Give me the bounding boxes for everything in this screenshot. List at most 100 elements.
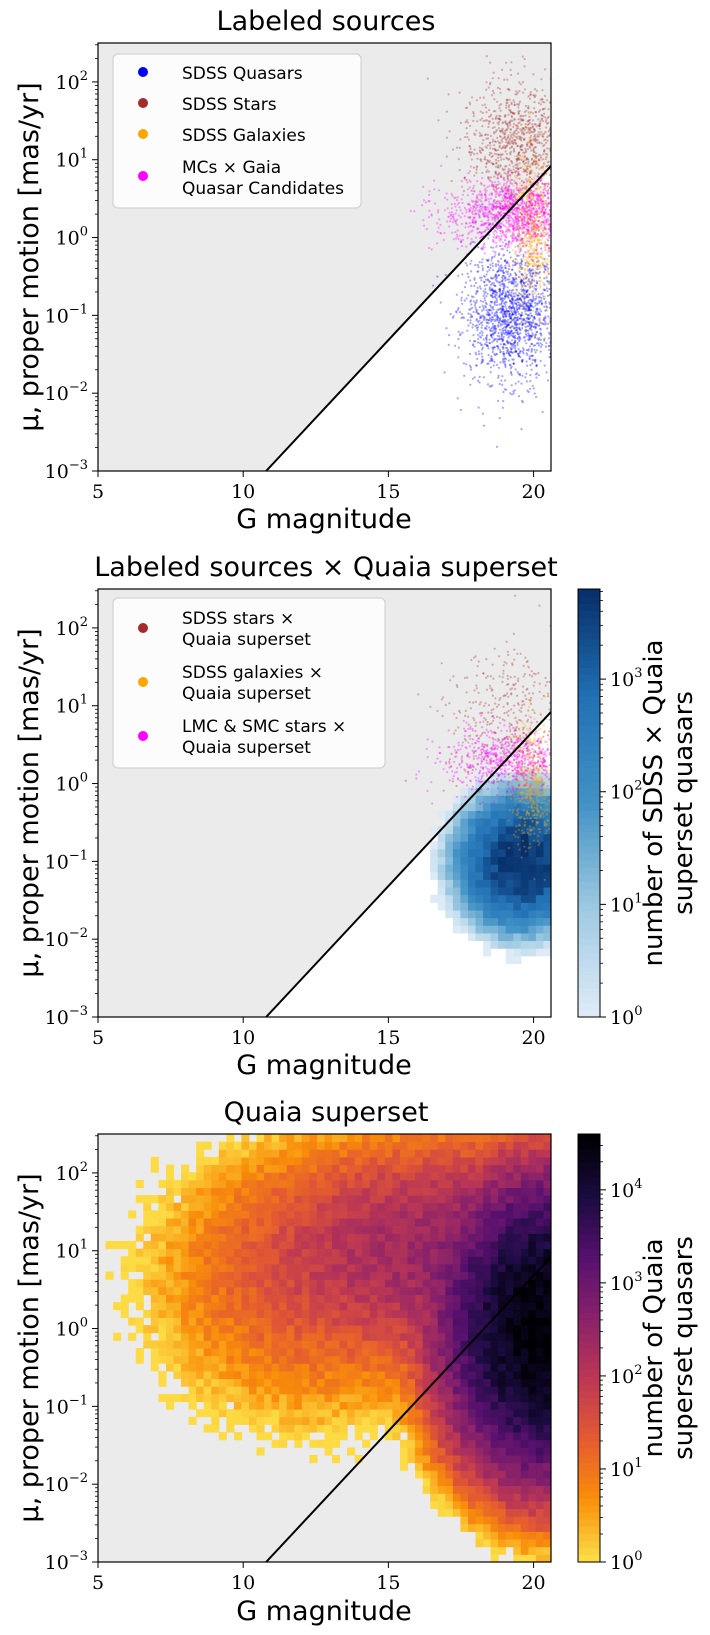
data-point bbox=[483, 184, 486, 187]
data-point bbox=[545, 305, 548, 308]
data-point bbox=[469, 368, 473, 371]
data-point bbox=[512, 141, 515, 144]
data-point bbox=[506, 331, 509, 334]
data-point bbox=[523, 306, 526, 309]
data-point bbox=[502, 346, 505, 349]
data-point bbox=[534, 274, 537, 277]
data-point bbox=[497, 321, 500, 324]
data-point bbox=[525, 200, 529, 203]
data-point bbox=[460, 296, 463, 299]
data-point bbox=[515, 135, 518, 138]
data-point bbox=[500, 186, 503, 189]
data-point bbox=[484, 326, 487, 329]
data-point bbox=[507, 125, 510, 128]
data-point bbox=[533, 325, 536, 328]
data-point bbox=[535, 156, 538, 160]
data-point bbox=[506, 272, 509, 275]
data-point bbox=[546, 205, 549, 208]
data-point bbox=[488, 83, 492, 86]
data-point bbox=[499, 696, 502, 700]
data-point bbox=[546, 203, 549, 206]
data-point bbox=[460, 240, 463, 243]
data-point bbox=[530, 291, 533, 294]
data-point bbox=[501, 676, 504, 679]
heatmap-cell bbox=[505, 910, 514, 919]
data-point bbox=[496, 316, 499, 319]
data-point bbox=[543, 323, 546, 326]
data-point bbox=[511, 332, 515, 335]
data-point bbox=[516, 210, 519, 213]
data-point bbox=[517, 153, 520, 157]
data-point bbox=[478, 335, 481, 338]
data-point bbox=[521, 81, 525, 84]
data-point bbox=[498, 338, 501, 341]
data-point bbox=[512, 139, 515, 142]
data-point bbox=[530, 191, 533, 194]
data-point bbox=[535, 274, 538, 277]
data-point bbox=[508, 184, 511, 187]
data-point bbox=[534, 284, 537, 287]
data-point bbox=[486, 265, 490, 268]
data-point bbox=[528, 237, 531, 240]
data-point bbox=[499, 164, 502, 167]
data-point bbox=[534, 223, 537, 226]
data-point bbox=[518, 302, 521, 306]
data-point bbox=[530, 281, 533, 284]
data-point bbox=[489, 61, 492, 64]
data-point bbox=[501, 337, 504, 340]
data-point bbox=[487, 200, 491, 203]
data-point bbox=[525, 329, 529, 332]
data-point bbox=[492, 288, 495, 291]
data-point bbox=[525, 165, 528, 168]
data-point bbox=[547, 267, 550, 270]
data-point bbox=[537, 374, 541, 377]
data-point bbox=[469, 383, 472, 386]
data-point bbox=[508, 353, 511, 357]
data-point bbox=[458, 234, 461, 237]
data-point bbox=[538, 222, 541, 225]
data-point bbox=[524, 203, 527, 206]
heatmap-cell bbox=[520, 902, 529, 911]
data-point bbox=[521, 225, 524, 228]
heatmap-cell bbox=[505, 848, 514, 858]
heatmap-cell bbox=[437, 856, 446, 865]
data-point bbox=[516, 307, 519, 310]
data-point bbox=[528, 115, 531, 118]
data-point bbox=[546, 192, 549, 195]
data-point bbox=[506, 290, 509, 294]
data-point bbox=[468, 145, 471, 148]
data-point bbox=[531, 144, 534, 147]
data-point bbox=[516, 174, 520, 177]
data-point bbox=[515, 166, 518, 169]
data-point bbox=[535, 342, 539, 345]
data-point bbox=[498, 202, 501, 205]
data-point bbox=[506, 174, 509, 177]
data-point bbox=[502, 197, 505, 200]
data-point bbox=[531, 281, 534, 284]
data-point bbox=[451, 148, 455, 151]
data-point bbox=[525, 213, 528, 216]
data-point bbox=[517, 216, 520, 219]
heatmap-cell bbox=[513, 879, 522, 888]
data-point bbox=[503, 260, 506, 263]
data-point bbox=[507, 318, 510, 321]
data-point bbox=[501, 323, 504, 326]
data-point bbox=[530, 192, 533, 195]
data-point bbox=[496, 121, 499, 124]
data-point bbox=[497, 308, 500, 311]
data-point bbox=[544, 265, 547, 268]
heatmap-cell bbox=[505, 887, 514, 896]
data-point bbox=[524, 268, 527, 271]
data-point bbox=[542, 205, 545, 208]
data-point bbox=[494, 158, 498, 161]
data-point bbox=[546, 196, 549, 199]
data-point bbox=[543, 227, 546, 230]
data-point bbox=[527, 158, 530, 161]
data-point bbox=[506, 310, 509, 313]
data-point bbox=[498, 104, 501, 107]
data-point bbox=[513, 323, 517, 326]
data-point bbox=[533, 249, 536, 252]
data-point bbox=[528, 203, 532, 206]
data-point bbox=[522, 168, 525, 171]
data-point bbox=[506, 324, 509, 327]
